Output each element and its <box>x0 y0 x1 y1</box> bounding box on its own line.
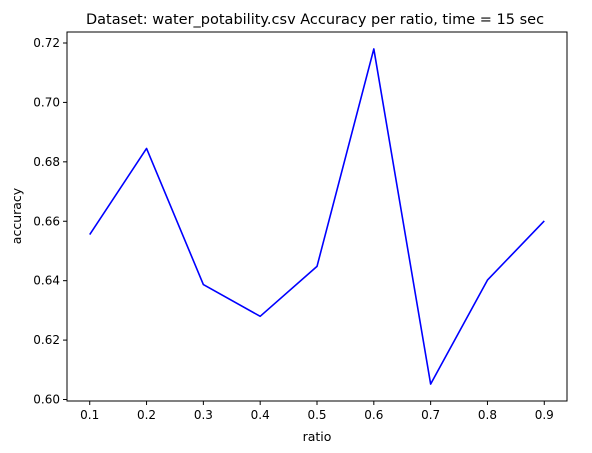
y-axis-label: accuracy <box>9 187 24 244</box>
x-tick-label: 0.1 <box>80 408 99 422</box>
plot-area: 0.1 0.2 0.3 0.4 0.5 0.6 0.7 0.8 0.9 0.60 0.62 0.64… <box>33 31 568 422</box>
y-tick-label: 0.72 <box>33 36 60 50</box>
plot-frame <box>66 31 568 402</box>
series-layer <box>89 48 545 385</box>
x-tick-label: 0.3 <box>194 408 213 422</box>
y-tick-label: 0.66 <box>33 214 60 228</box>
x-tick-label: 0.5 <box>307 408 326 422</box>
x-tick-label: 0.7 <box>421 408 440 422</box>
x-tick-label: 0.2 <box>137 408 156 422</box>
y-axis-ticks: 0.60 0.62 0.64 0.66 0.68 0.70 0.72 <box>33 36 67 407</box>
y-tick-label: 0.70 <box>33 95 60 109</box>
y-tick-label: 0.60 <box>33 393 60 407</box>
series-line <box>89 48 545 385</box>
x-axis-ticks: 0.1 0.2 0.3 0.4 0.5 0.6 0.7 0.8 0.9 <box>80 401 554 422</box>
x-tick-label: 0.8 <box>478 408 497 422</box>
x-axis-label: ratio <box>303 429 332 444</box>
y-tick-label: 0.62 <box>33 333 60 347</box>
chart-title: Dataset: water_potability.csv Accuracy p… <box>86 12 544 28</box>
x-tick-label: 0.6 <box>364 408 383 422</box>
x-tick-label: 0.9 <box>535 408 554 422</box>
y-tick-label: 0.64 <box>33 274 60 288</box>
x-tick-label: 0.4 <box>251 408 270 422</box>
y-tick-label: 0.68 <box>33 155 60 169</box>
